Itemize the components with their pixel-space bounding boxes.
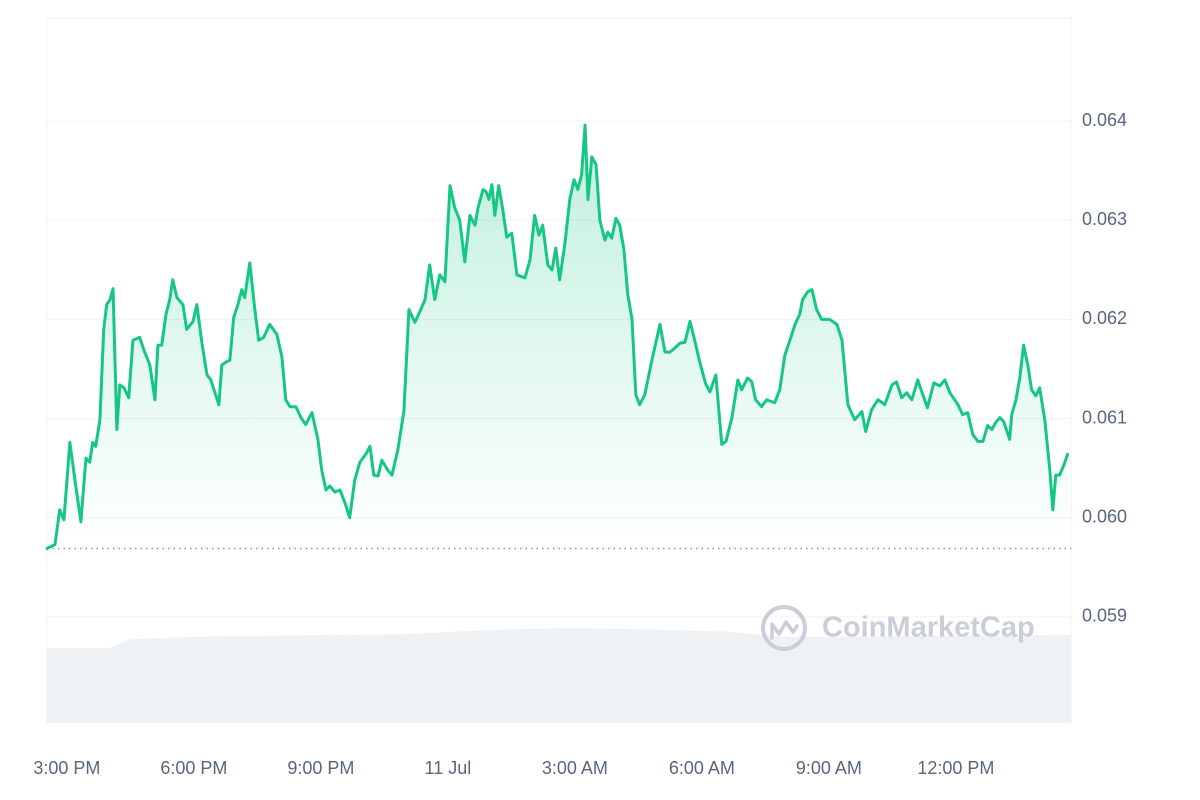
x-tick-label: 3:00 PM — [33, 758, 100, 778]
y-tick-label: 0.062 — [1082, 308, 1127, 328]
x-tick-label: 11 Jul — [425, 758, 472, 778]
x-tick-label: 9:00 PM — [287, 758, 354, 778]
y-tick-label: 0.061 — [1082, 407, 1127, 427]
x-tick-label: 9:00 AM — [796, 758, 862, 778]
x-tick-label: 6:00 PM — [160, 758, 227, 778]
y-tick-label: 0.063 — [1082, 209, 1127, 229]
y-tick-label: 0.059 — [1082, 606, 1127, 626]
y-tick-label: 0.060 — [1082, 506, 1127, 526]
y-tick-label: 0.064 — [1082, 110, 1127, 130]
x-tick-label: 12:00 PM — [917, 758, 994, 778]
x-tick-label: 6:00 AM — [669, 758, 735, 778]
price-area — [47, 125, 1068, 723]
price-line — [45, 123, 1070, 550]
x-tick-label: 3:00 AM — [542, 758, 608, 778]
